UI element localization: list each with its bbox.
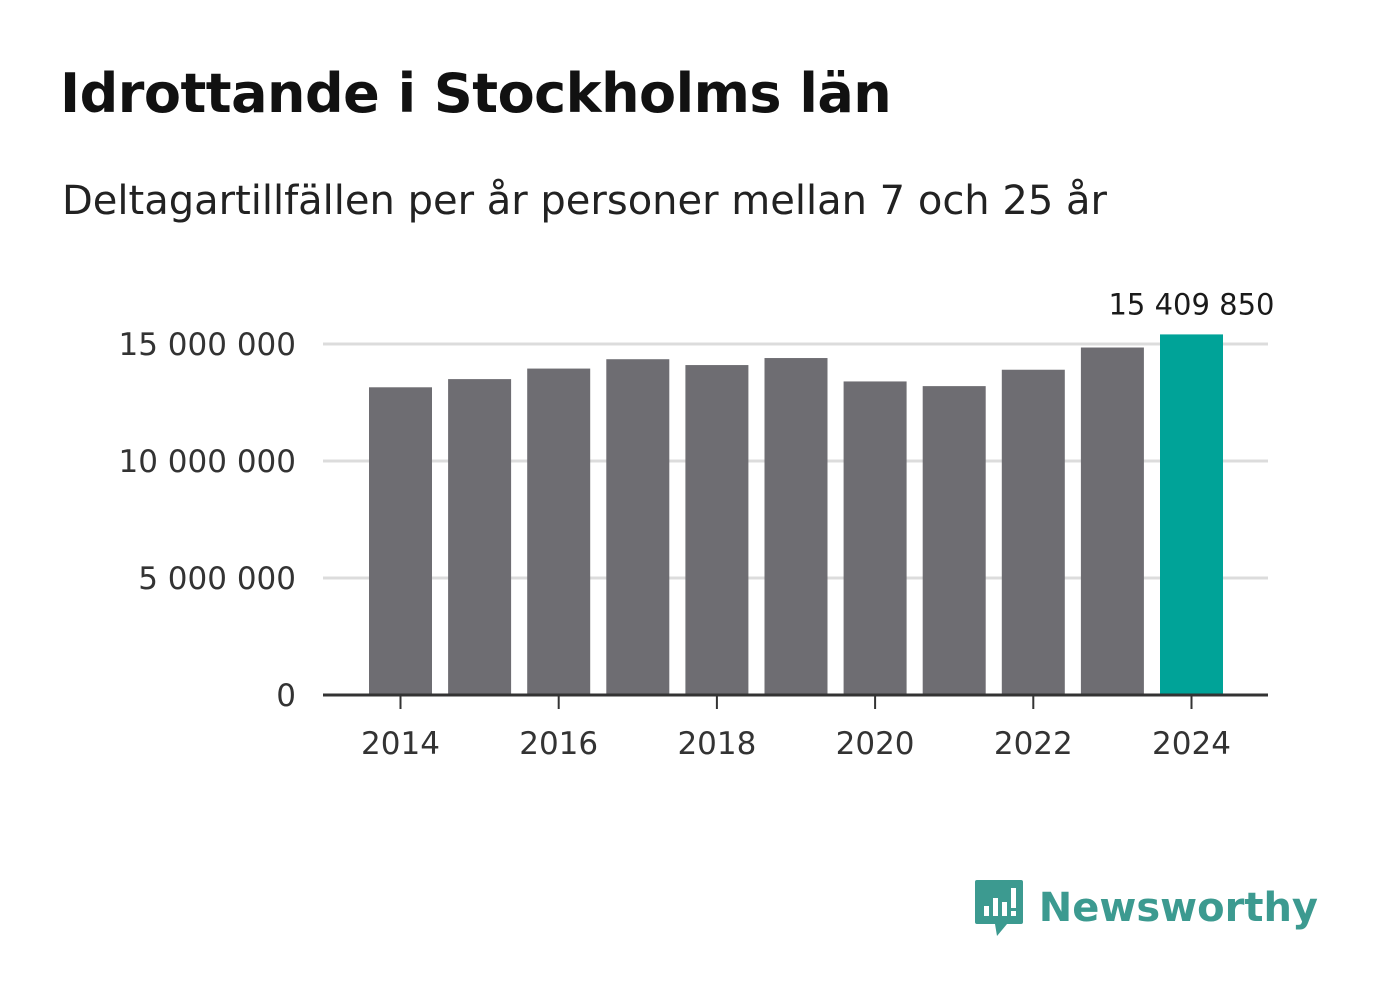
x-tick-label: 2016	[519, 726, 598, 762]
brand-logo: Newsworthy	[973, 878, 1318, 938]
bar-2014	[369, 387, 432, 695]
bar-2018	[685, 365, 749, 695]
bar-2021	[922, 386, 986, 695]
bars	[369, 334, 1223, 695]
x-tick-label: 2024	[1152, 726, 1231, 762]
y-tick-label: 15 000 000	[119, 327, 297, 363]
y-tick-label: 5 000 000	[138, 561, 296, 597]
bar-2019	[764, 358, 828, 695]
x-tick-label: 2022	[994, 726, 1073, 762]
y-tick-label: 10 000 000	[119, 444, 297, 480]
y-tick-label: 0	[276, 678, 296, 714]
x-tick-label: 2014	[361, 726, 440, 762]
bar-2023	[1080, 347, 1144, 695]
value-label-2024: 15 409 850	[1108, 287, 1274, 321]
annotations: 15 409 850	[1108, 287, 1274, 321]
bar-2016	[527, 368, 591, 695]
chart-title: Idrottande i Stockholms län	[60, 62, 892, 125]
brand-name: Newsworthy	[1038, 885, 1318, 931]
bar-2024	[1160, 334, 1223, 695]
y-axis-labels: 0 5 000 000 10 000 000 15 000 000	[119, 327, 297, 714]
x-tick-label: 2018	[677, 726, 756, 762]
x-axis	[323, 693, 1268, 709]
x-axis-labels: 2014 2016 2018 2020 2022 2024	[361, 726, 1231, 762]
newsworthy-logo-icon	[974, 880, 1023, 936]
chart-subtitle: Deltagartillfällen per år personer mella…	[62, 178, 1107, 224]
bar-2017	[606, 359, 670, 695]
bar-2022	[1001, 369, 1065, 695]
bar-2015	[448, 379, 512, 695]
x-tick-label: 2020	[836, 726, 915, 762]
bar-2020	[843, 381, 907, 695]
